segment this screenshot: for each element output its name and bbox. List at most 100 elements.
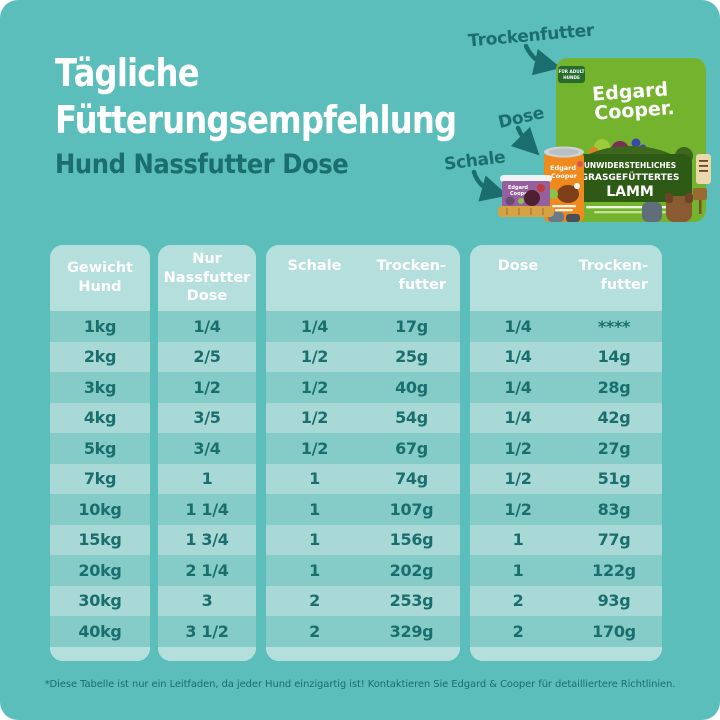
table-row-40kg: 3 1/2 <box>158 616 256 647</box>
cell-weight: 15kg <box>78 530 122 550</box>
cell-weight: 20kg <box>78 560 122 580</box>
title-line1: Tägliche <box>55 51 200 95</box>
table-row-3kg: 1/2 40g <box>266 372 460 403</box>
table-row-7kg: 1/2 51g <box>470 463 662 494</box>
column-header-wet-only: Nur Nassfutter Dose <box>158 245 256 311</box>
table-row-1kg: 1kg <box>50 311 150 342</box>
cell-can: 1/2 <box>504 469 532 489</box>
table-row-3kg: 1/4 28g <box>470 372 662 403</box>
can-mix-columns: 1/4 **** 1/4 14g 1/4 28g 1/4 42g 1/2 27g 1/2 51g 1/2… <box>470 311 662 661</box>
cell-weight: 5kg <box>83 438 117 458</box>
column-header-weight: Gewicht Hund <box>50 245 150 311</box>
cell-tray_dry: 253g <box>389 591 434 611</box>
cell-can_dry: 170g <box>592 621 636 641</box>
wet-only-column: 1/4 2/5 1/2 3/5 3/4 1 1 1/4 1 3/4 2 1/4 3 3 1/2 <box>158 311 256 661</box>
column-header-can: Dose <box>497 258 539 274</box>
svg-text:Cooper: Cooper <box>510 191 531 197</box>
cell-can_dry: 27g <box>597 438 631 458</box>
disclaimer-footnote: *Diese Tabelle ist nur ein Leitfaden, da… <box>44 679 676 690</box>
table-row-1kg: 1/4 <box>158 311 256 342</box>
svg-text:HUNDE: HUNDE <box>563 75 580 80</box>
arrow-to-bag-icon <box>523 43 562 76</box>
cell-tray: 1 <box>309 560 320 580</box>
cell-can: 2 <box>512 621 524 641</box>
cell-tray: 1/2 <box>300 377 329 397</box>
cell-wet_only: 3/4 <box>193 438 221 458</box>
table-row-10kg: 1/2 83g <box>470 494 662 525</box>
cell-weight: 4kg <box>83 408 117 428</box>
table-row-20kg: 1 122g <box>470 555 662 586</box>
title-line2: Fütterungsempfehlung <box>55 98 457 142</box>
cell-weight: 30kg <box>78 591 122 611</box>
svg-text:Cooper: Cooper <box>551 172 578 180</box>
weight-column: 1kg 2kg 3kg 4kg 5kg 7kg 10kg 15kg 20kg 30kg 40kg <box>50 311 150 661</box>
cell-tray: 1 <box>309 530 320 550</box>
bag-side-tag <box>696 154 711 184</box>
table-row-20kg: 1 202g <box>266 555 460 586</box>
cell-can_dry: 77g <box>597 530 631 550</box>
table-bottom-pad <box>50 646 150 661</box>
table-group-tray-mix: Schale Trocken- futter 1/4 17g 1/2 25g 1/2 40… <box>266 245 460 661</box>
svg-text:Edgard: Edgard <box>591 78 668 105</box>
table-row-2kg: 2kg <box>50 341 150 372</box>
cell-can: 1/4 <box>504 347 532 367</box>
table-row-2kg: 1/4 14g <box>470 341 662 372</box>
table-row-30kg: 30kg <box>50 585 150 616</box>
cell-can_dry: 93g <box>597 591 631 611</box>
table-row-10kg: 1 107g <box>266 494 460 525</box>
cell-wet_only: 1 1/4 <box>185 499 229 519</box>
cell-wet_only: 2 1/4 <box>185 560 229 580</box>
table-row-10kg: 1 1/4 <box>158 494 256 525</box>
column-header-can-dry: Trocken- futter <box>578 258 648 293</box>
wooden-sign-icon <box>693 188 707 200</box>
tray-seal-rim <box>500 175 552 182</box>
cell-can: 1/4 <box>504 408 532 428</box>
table-row-30kg: 3 <box>158 585 256 616</box>
cell-tray_dry: 202g <box>389 560 434 580</box>
cell-tray: 1 <box>309 469 320 489</box>
table-row-30kg: 2 93g <box>470 585 662 616</box>
cell-tray: 2 <box>309 591 320 611</box>
table-bottom-pad <box>266 646 460 661</box>
svg-text:LAMM: LAMM <box>606 184 654 200</box>
cell-can_dry: 122g <box>592 560 636 580</box>
cell-tray_dry: 74g <box>395 469 428 489</box>
brown-dog-icon <box>666 196 692 222</box>
cell-tray: 1/2 <box>300 408 329 428</box>
table-bottom-pad <box>470 646 662 661</box>
cell-tray_dry: 107g <box>389 499 434 519</box>
cell-wet_only: 2/5 <box>193 347 221 367</box>
column-header-tray-mix: Schale Trocken- futter <box>266 245 460 311</box>
table-row-7kg: 1 74g <box>266 463 460 494</box>
cell-can: 1 <box>512 560 524 580</box>
veg-icon <box>518 198 524 204</box>
table-row-1kg: 1/4 17g <box>266 311 460 342</box>
table-row-3kg: 1/2 <box>158 372 256 403</box>
cell-can: 2 <box>512 591 524 611</box>
table-row-20kg: 20kg <box>50 555 150 586</box>
table-row-20kg: 2 1/4 <box>158 555 256 586</box>
table-row-4kg: 4kg <box>50 402 150 433</box>
column-header-can-mix: Dose Trocken- futter <box>470 245 662 311</box>
table-row-2kg: 2/5 <box>158 341 256 372</box>
cell-can: 1/2 <box>504 438 532 458</box>
wet-food-can-image: Edgard Cooper <box>544 146 584 222</box>
tray-base <box>498 206 554 217</box>
table-row-15kg: 15kg <box>50 524 150 555</box>
cell-tray_dry: 17g <box>395 316 428 336</box>
cell-weight: 1kg <box>83 316 117 336</box>
cell-can_dry: 51g <box>597 469 631 489</box>
table-row-15kg: 1 77g <box>470 524 662 555</box>
cell-wet_only: 3 <box>201 591 213 611</box>
table-bottom-pad <box>158 646 256 661</box>
table-row-4kg: 1/4 42g <box>470 402 662 433</box>
apple-icon <box>548 189 558 199</box>
table-row-40kg: 40kg <box>50 616 150 647</box>
table-row-30kg: 2 253g <box>266 585 460 616</box>
small-dog-icon <box>505 196 515 206</box>
svg-text:UNWIDERSTEHLICHES: UNWIDERSTEHLICHES <box>584 161 676 170</box>
page-subtitle: Hund Nassfutter Dose <box>55 149 349 180</box>
tray-badge <box>537 184 545 192</box>
bag-adult-badge <box>558 66 585 83</box>
